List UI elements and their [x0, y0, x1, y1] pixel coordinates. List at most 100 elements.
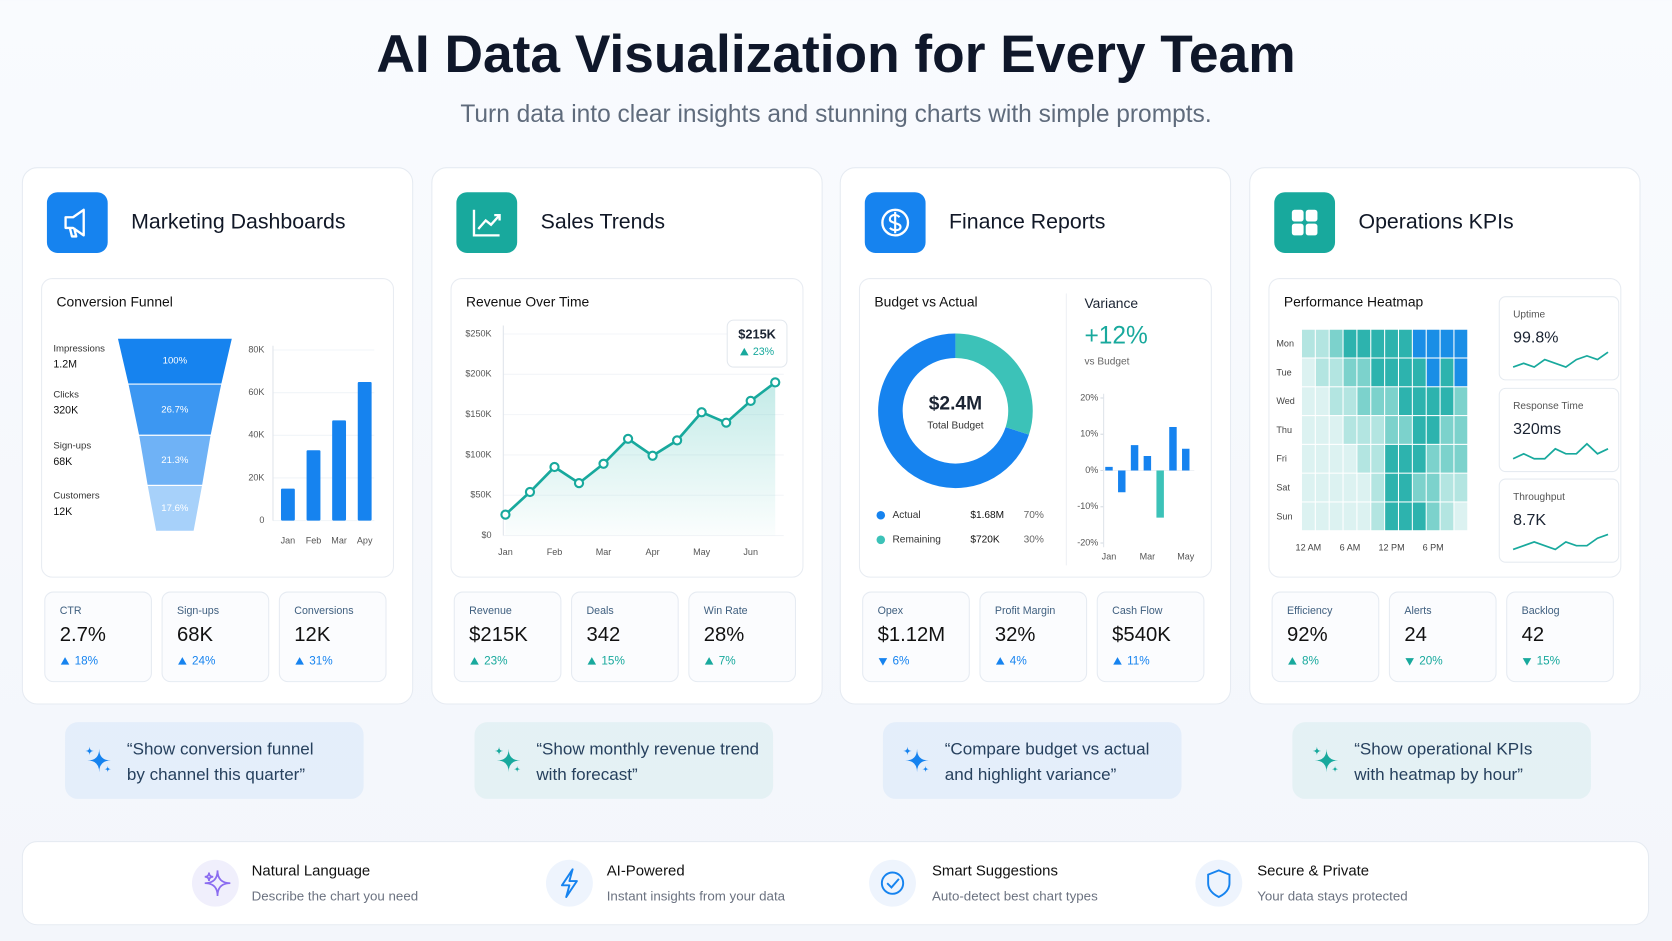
stage-name: Clicks [53, 389, 79, 400]
metric-label: Response Time [1513, 401, 1584, 412]
point [549, 461, 560, 473]
heat-cell [1399, 444, 1412, 473]
heat-cell [1315, 416, 1329, 444]
heat-cell [1343, 416, 1357, 444]
feature-text: Instant insights from your data [607, 889, 786, 904]
point [500, 509, 511, 520]
heat-cell [1440, 502, 1454, 531]
heat-cell [1440, 329, 1454, 358]
card-title: Operations KPIs [1359, 210, 1514, 234]
stage-name: Customers [53, 491, 100, 502]
heat-cell [1412, 502, 1426, 531]
change-arrow [60, 657, 70, 665]
kpi-change: 15% [1537, 654, 1560, 667]
heat-cell [1440, 358, 1454, 387]
feature-text: Describe the chart you need [252, 889, 419, 904]
y-tick-label: 60K [248, 387, 264, 397]
point [598, 458, 609, 469]
heat-cell [1329, 387, 1343, 416]
heat-cell [1412, 473, 1426, 502]
panel-title: Revenue Over Time [466, 294, 590, 310]
variance-bar [1130, 445, 1139, 471]
x-tick-label: Feb [547, 547, 563, 557]
heat-cell [1301, 444, 1315, 473]
kpi-label: Backlog [1522, 605, 1560, 617]
feature-icon [869, 859, 916, 907]
check-icon [880, 871, 905, 895]
heat-cell [1371, 444, 1385, 473]
heat-cell [1385, 358, 1398, 387]
heat-cell [1385, 473, 1398, 502]
kpi-change: 23% [484, 654, 507, 667]
variance-bar [1182, 448, 1190, 471]
stage-share: 21.3% [161, 455, 189, 466]
metric-value: 99.8% [1513, 329, 1558, 346]
kpi-value: 68K [177, 624, 214, 646]
prompt-text: by channel this quarter” [127, 765, 305, 784]
heat-cell [1426, 329, 1440, 358]
heat-cell [1399, 329, 1412, 358]
kpi-value: 12K [294, 624, 331, 646]
card-icon [1274, 192, 1336, 253]
heat-cell [1357, 387, 1371, 416]
kpi-change: 8% [1302, 654, 1319, 667]
heat-cell [1385, 416, 1398, 444]
sparkle-icon [85, 746, 111, 773]
kpi-value: $215K [469, 624, 528, 646]
kpi-change: 4% [1010, 654, 1027, 667]
prompt-text: with forecast” [535, 765, 638, 784]
prompt-text: “Show operational KPIs [1354, 739, 1532, 758]
bolt-icon [560, 868, 578, 898]
kpi-label: Conversions [294, 605, 353, 617]
legend-amount: $720K [970, 534, 1000, 545]
line [504, 381, 777, 516]
x-tick-label: Mar [331, 535, 347, 545]
metric-card [1498, 478, 1620, 563]
heat-cell [1454, 502, 1468, 531]
heat-cell [1343, 502, 1357, 531]
kpi-change: 20% [1419, 654, 1442, 667]
stage-name: Impressions [53, 343, 105, 354]
kpi-value: 342 [586, 624, 620, 646]
heat-cell [1426, 416, 1440, 444]
prompt-text: with heatmap by hour” [1353, 765, 1523, 784]
feature-title: Secure & Private [1257, 862, 1369, 879]
heat-cell [1440, 387, 1454, 416]
heat-cell [1301, 358, 1315, 387]
sparkline [1512, 351, 1609, 369]
kpi-change: 18% [75, 654, 98, 667]
sparkline [1512, 533, 1609, 551]
heat-cell [1329, 473, 1343, 502]
change-arrow [1405, 658, 1414, 666]
row-label: Wed [1276, 396, 1294, 406]
change-arrow [740, 347, 749, 356]
heat-cell [1412, 358, 1426, 387]
heat-cell [1301, 473, 1315, 502]
variance-bar [1118, 470, 1126, 493]
stage-share: 26.7% [161, 404, 189, 415]
prompt-box [1292, 722, 1591, 799]
prompt-text: “Compare budget vs actual [945, 739, 1150, 758]
prompt-box [474, 722, 774, 799]
point [745, 395, 756, 407]
kpi-value: 2.7% [60, 624, 106, 646]
kpi-label: Opex [878, 605, 904, 617]
legend-name: Remaining [893, 534, 941, 545]
col-label: 6 PM [1423, 543, 1444, 553]
heat-cell [1385, 329, 1398, 358]
heat-cell [1440, 473, 1454, 502]
x-tick-label: Jun [743, 547, 758, 557]
heat-cell [1412, 329, 1426, 358]
tooltip-change: 23% [753, 346, 775, 358]
kpi-box [1506, 591, 1614, 683]
feature-title: Smart Suggestions [932, 862, 1058, 879]
heat-cell [1357, 444, 1371, 473]
megaphone-icon [64, 208, 85, 238]
kpi-value: 24 [1404, 624, 1427, 646]
kpi-change: 7% [719, 654, 736, 667]
heat-cell [1399, 473, 1412, 502]
sparkle-icon [1312, 746, 1339, 773]
legend-amount: $1.68M [970, 510, 1004, 521]
col-label: 12 AM [1296, 543, 1322, 553]
variance-bar [1143, 455, 1152, 471]
